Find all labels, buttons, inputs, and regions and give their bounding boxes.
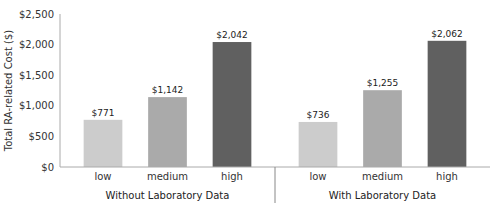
y-axis-label: Total RA-related Cost ($) bbox=[3, 30, 14, 153]
bar bbox=[428, 41, 467, 167]
bar-sublabel: low bbox=[94, 171, 111, 182]
data-label: $2,042 bbox=[216, 30, 248, 40]
y-axis-line bbox=[60, 14, 61, 167]
y-tick-label: $0 bbox=[41, 162, 54, 173]
bar bbox=[299, 122, 338, 167]
data-label: $2,062 bbox=[431, 29, 463, 39]
bar bbox=[363, 90, 402, 167]
y-tick-label: $1,500 bbox=[19, 70, 54, 81]
y-tick-label: $1,000 bbox=[19, 100, 54, 111]
bar-sublabel: high bbox=[221, 171, 243, 182]
data-label: $736 bbox=[307, 110, 330, 120]
bar-sublabel: high bbox=[436, 171, 458, 182]
data-label: $771 bbox=[92, 108, 115, 118]
group-label: With Laboratory Data bbox=[329, 190, 436, 201]
data-label: $1,142 bbox=[152, 85, 184, 95]
bar-sublabel: medium bbox=[362, 171, 403, 182]
bar bbox=[84, 120, 123, 167]
data-label: $1,255 bbox=[367, 78, 399, 88]
group-label: Without Laboratory Data bbox=[106, 190, 230, 201]
chart: $0 $500 $1,000 $1,500 $2,000 $2,500 Total RA-r… bbox=[0, 0, 500, 213]
y-tick-label: $2,000 bbox=[19, 39, 54, 50]
bar bbox=[213, 42, 252, 167]
y-tick-label: $500 bbox=[29, 131, 54, 142]
bars bbox=[84, 41, 467, 167]
bar bbox=[148, 97, 187, 167]
bar-sublabel: low bbox=[309, 171, 326, 182]
group-separator bbox=[275, 167, 276, 203]
y-tick-label: $2,500 bbox=[19, 9, 54, 20]
bar-sublabel: medium bbox=[147, 171, 188, 182]
